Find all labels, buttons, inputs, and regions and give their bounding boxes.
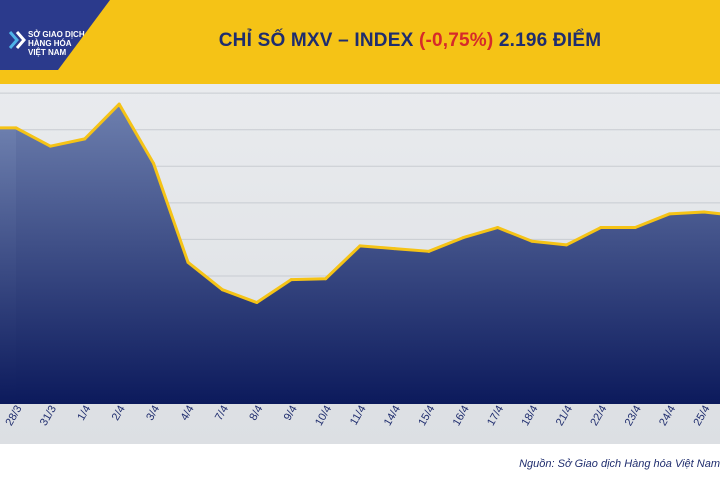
x-tick-label: 24/4 [657,404,678,429]
data-point-23-4 [633,226,637,230]
title-change: (-0,75%) [418,30,494,51]
index-area-fill [16,104,720,404]
x-tick-label: 28/3 [3,404,24,429]
data-point-14-4 [392,247,396,251]
x-tick-label: 3/4 [144,404,162,423]
data-point-10-4 [324,277,328,281]
x-tick-label: 25/4 [691,404,712,429]
x-tick-label: 17/4 [485,403,506,428]
x-tick-label: 7/4 [213,404,231,423]
x-tick-label: 11/4 [348,404,369,428]
x-tick-label: 22/4 [588,404,609,429]
data-point-1-4 [83,137,87,141]
data-point-28-3 [14,126,18,130]
x-tick-label: 9/4 [282,404,300,423]
logo-chevron-icon [8,31,26,49]
data-point-4-4 [186,260,190,264]
data-point-22-4 [599,226,603,230]
x-tick-label: 8/4 [247,404,265,423]
data-point-16-4 [461,236,465,240]
logo-line: VIỆT NAM [28,48,67,57]
x-tick-label: 4/4 [179,404,197,423]
data-point-7-4 [220,288,224,292]
data-point-25-4 [702,210,706,214]
logo-line: SỞ GIAO DỊCH [28,30,85,39]
x-tick-label: 23/4 [623,404,644,429]
data-point-8-4 [255,301,259,305]
x-tick-label: 1/4 [75,404,93,423]
data-point-15-4 [427,249,431,253]
title-value: 2.196 ĐIỂM [498,30,602,51]
x-tick-label: 16/4 [451,404,472,429]
x-tick-label: 15/4 [416,404,437,429]
title-prefix: CHỈ SỐ MXV – INDEX [218,30,414,51]
data-point-11-4 [358,244,362,248]
data-point-31-3 [48,144,52,148]
x-tick-label: 10/4 [313,404,334,429]
x-tick-label: 31/3 [38,404,59,429]
data-point-21-4 [564,243,568,247]
x-tick-label: 21/4 [554,404,575,429]
logo-line: HÀNG HÓA [28,39,72,48]
data-point-17-4 [496,226,500,230]
area-left-pad [0,127,16,404]
chart-title: CHỈ SỐ MXV – INDEX (-0,75%) 2.196 ĐIỂM [110,30,710,52]
source-note: Nguồn: Sở Giao dịch Hàng hóa Việt Nam [519,458,720,470]
header-banner: SỞ GIAO DỊCH HÀNG HÓA VIỆT NAM CHỈ SỐ MX… [0,0,720,84]
data-point-9-4 [289,278,293,282]
x-tick-label: 2/4 [110,404,128,423]
data-point-2-4 [117,102,121,106]
data-point-24-4 [668,212,672,216]
logo-text: SỞ GIAO DỊCH HÀNG HÓA VIỆT NAM [28,30,85,57]
data-point-18-4 [530,239,534,243]
x-tick-label: 14/4 [382,404,403,429]
data-point-3-4 [152,162,156,166]
x-tick-label: 18/4 [519,404,540,429]
